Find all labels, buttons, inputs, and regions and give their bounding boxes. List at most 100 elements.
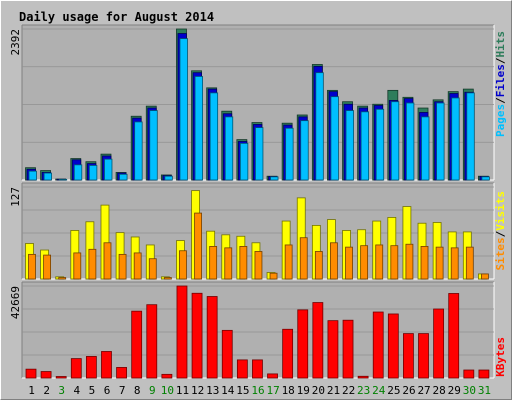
pages-bar [239, 142, 249, 181]
sites-bar [28, 253, 36, 280]
pages-bar [88, 165, 98, 181]
pages-bar [134, 121, 143, 181]
day-label: 15 [236, 384, 249, 397]
day-label: 8 [134, 384, 141, 397]
legend-kbytes: KBytes [494, 337, 507, 377]
legend-visits-sites: Sites/Visits [494, 191, 507, 271]
pages-bar [300, 120, 309, 181]
kbytes-bar [70, 358, 82, 379]
day-label: 18 [282, 384, 295, 397]
legend-slash: / [494, 230, 507, 237]
kbytes-bar [252, 359, 263, 379]
kbytes-bar [55, 376, 67, 379]
max-value-label: 2392 [9, 29, 22, 56]
legend-pages: Pages [494, 104, 507, 137]
sites-bar [465, 246, 474, 280]
day-label: 9 [149, 384, 156, 397]
kbytes-bar [191, 292, 203, 379]
day-label: 29 [448, 384, 461, 397]
kbytes-bar [85, 356, 97, 379]
pages-bar [149, 110, 158, 181]
pages-bar [360, 111, 370, 181]
day-label: 4 [74, 384, 81, 397]
pages-bar [104, 158, 113, 181]
kbytes-bar [342, 319, 354, 379]
x-axis-labels: 1 2 3 4 5 6 7 8 9 10 11 12 13 14 15 16 17 18 19 20 21 22 23 24 2… [28, 384, 491, 397]
pages-bar [164, 175, 173, 181]
day-label: 7 [119, 384, 126, 397]
day-label: 6 [104, 384, 111, 397]
day-label: 21 [327, 384, 340, 397]
legend-kbytes-label: KBytes [494, 337, 507, 377]
sites-bar [133, 252, 142, 280]
pages-bar [209, 92, 219, 181]
legend-slash: / [494, 97, 507, 104]
pages-bar [436, 102, 445, 181]
day-label: 23 [357, 384, 370, 397]
legend-sites: Sites [494, 237, 507, 270]
legend-hits: Hits [494, 31, 507, 58]
pages-bar [58, 178, 68, 181]
pages-bar [421, 116, 430, 181]
sites-bar [209, 246, 218, 280]
kbytes-bar [25, 368, 37, 379]
pages-bar [28, 170, 37, 181]
panel-2 [21, 182, 495, 280]
sites-bar [148, 258, 157, 280]
day-label: 12 [191, 384, 204, 397]
pages-bar [194, 76, 203, 181]
sites-bar [194, 212, 202, 280]
legend-hits-files-pages: Pages/Files/Hits [494, 31, 507, 137]
day-label: 5 [89, 384, 96, 397]
pages-bar [179, 38, 188, 181]
pages-bar [255, 127, 264, 181]
day-label: 25 [387, 384, 400, 397]
sites-bar [118, 253, 127, 280]
kbytes-bar [116, 367, 127, 379]
kbytes-bar [146, 304, 158, 379]
sites-bar [73, 252, 82, 280]
sites-bar [345, 246, 353, 280]
pages-bar [119, 173, 128, 181]
day-label: 11 [176, 384, 189, 397]
legend-files: Files [494, 64, 507, 97]
kbytes-bar [403, 333, 414, 379]
pages-bar [330, 96, 339, 181]
kbytes-bar [312, 302, 324, 379]
day-label: 16 [251, 384, 264, 397]
panel-3 [21, 281, 495, 379]
legend-slash: / [494, 57, 507, 64]
pages-bar [285, 127, 294, 181]
kbytes-bar [463, 369, 475, 379]
kbytes-bar [40, 371, 52, 379]
max-labels: 2392 127 42669 [9, 29, 22, 319]
day-label: 30 [463, 384, 476, 397]
kbytes-bar [267, 373, 278, 379]
kbytes-bar [131, 310, 143, 379]
sites-bar [254, 251, 263, 280]
sites-bar [163, 277, 172, 280]
sites-bar [103, 242, 112, 280]
sites-bar [224, 247, 233, 280]
sites-bar [269, 272, 278, 280]
kbytes-bar [433, 308, 445, 379]
sites-bar [88, 248, 97, 280]
kbytes-bar [176, 285, 188, 379]
sites-bar [43, 254, 51, 280]
sites-bar [179, 250, 187, 280]
legend-visits: Visits [494, 191, 507, 231]
pages-bar [406, 102, 415, 181]
panels [21, 24, 495, 379]
day-label: 26 [402, 384, 415, 397]
pages-bar [43, 172, 52, 181]
day-label: 20 [312, 384, 325, 397]
day-label: 3 [58, 384, 65, 397]
sites-bar [58, 277, 67, 280]
kbytes-bar [357, 375, 369, 379]
sites-bar [481, 273, 489, 280]
kbytes-bar [478, 369, 490, 379]
day-label: 13 [206, 384, 219, 397]
kbytes-bar [327, 320, 339, 379]
